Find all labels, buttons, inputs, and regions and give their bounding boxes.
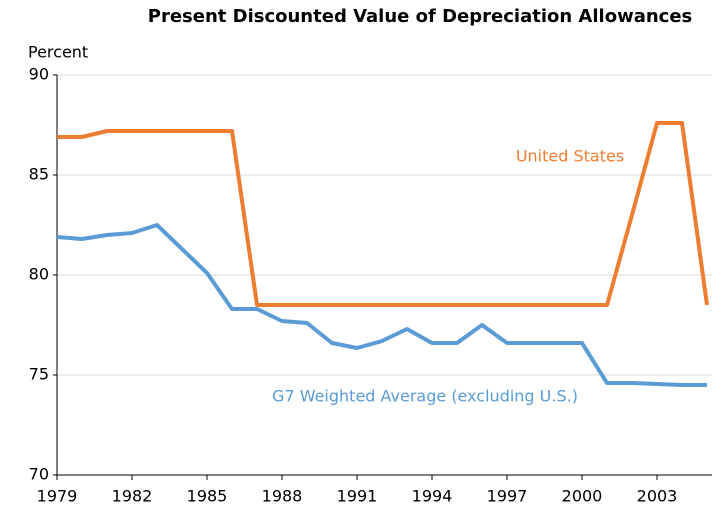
x-tick-label: 1982: [112, 487, 153, 506]
x-tick-label: 1985: [187, 487, 228, 506]
lines: [56, 121, 709, 387]
x-tick-label: 1979: [37, 487, 78, 506]
series-line: [56, 223, 707, 387]
x-tick-label: 1994: [412, 487, 453, 506]
x-tick-label: 1988: [262, 487, 303, 506]
series-line: [57, 121, 709, 307]
y-axis-label: Percent: [28, 43, 88, 62]
y-tick-label: 70: [29, 465, 49, 484]
x-tick-label: 2003: [637, 487, 678, 506]
y-tick-label: 90: [29, 65, 49, 84]
x-tick-label: 2000: [562, 487, 603, 506]
x-tick-label: 1991: [337, 487, 378, 506]
y-tick-label: 75: [29, 365, 49, 384]
y-tick-label: 85: [29, 165, 49, 184]
series-label: United States: [516, 147, 624, 166]
chart-title: Present Discounted Value of Depreciation…: [148, 6, 693, 27]
series-label: G7 Weighted Average (excluding U.S.): [272, 387, 578, 406]
y-tick-label: 80: [29, 265, 49, 284]
x-tick-label: 1997: [487, 487, 528, 506]
